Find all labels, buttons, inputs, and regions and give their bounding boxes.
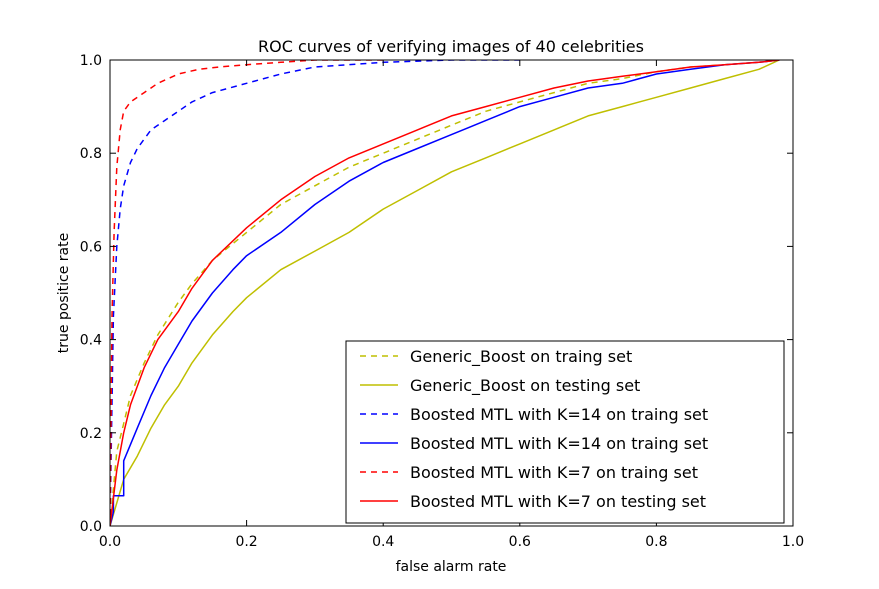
- legend-label-1: Generic_Boost on testing set: [410, 376, 640, 396]
- x-tick-label: 0.6: [509, 534, 531, 550]
- y-tick-label: 0.2: [80, 426, 102, 442]
- y-tick-label: 0.0: [80, 519, 102, 535]
- y-tick-label: 0.4: [80, 333, 102, 349]
- x-tick-label: 0.8: [645, 534, 667, 550]
- y-tick-label: 0.8: [80, 146, 102, 162]
- x-tick-label: 0.4: [372, 534, 394, 550]
- legend-label-0: Generic_Boost on traing set: [410, 347, 632, 367]
- x-tick-label: 1.0: [782, 534, 804, 550]
- legend-box: [345, 340, 785, 524]
- plot-frame: [109, 59, 794, 527]
- x-axis-label: false alarm rate: [396, 559, 507, 575]
- y-axis-label: true positice rate: [56, 233, 72, 353]
- series-line-4: [110, 60, 384, 526]
- x-tick-label: 0.0: [99, 534, 121, 550]
- series-layer: [110, 60, 780, 526]
- y-tick-label: 0.6: [80, 239, 102, 255]
- series-line-5: [110, 60, 780, 526]
- legend-label-5: Boosted MTL with K=7 on testing set: [410, 492, 706, 511]
- legend-label-2: Boosted MTL with K=14 on traing set: [410, 405, 708, 424]
- legend-label-4: Boosted MTL with K=7 on traing set: [410, 463, 698, 482]
- axes-layer: 0.0 0.2 0.4 0.6 0.8 1.0 0.0 0.2 0.4 0.6 0.8 1.0: [80, 53, 804, 550]
- legend-label-3: Boosted MTL with K=14 on traing set: [410, 434, 708, 453]
- x-tick-label: 0.2: [235, 534, 257, 550]
- series-line-1: [110, 60, 780, 526]
- y-tick-label: 1.0: [80, 53, 102, 69]
- legend: Generic_Boost on traing set Generic_Boost…: [345, 340, 785, 524]
- chart-title: ROC curves of verifying images of 40 cel…: [258, 37, 644, 56]
- series-line-3: [110, 60, 780, 526]
